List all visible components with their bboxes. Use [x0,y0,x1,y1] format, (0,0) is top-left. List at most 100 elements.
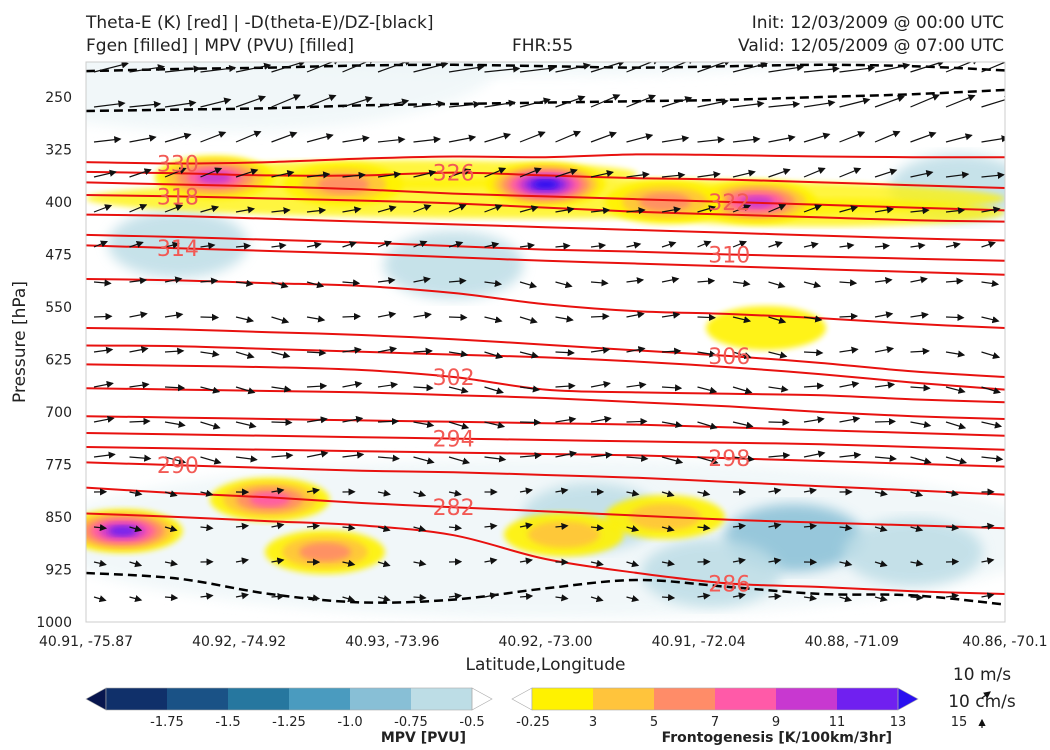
y-tick-label: 700 [45,405,72,421]
wind-vector [626,595,640,603]
mpv-colorbar-segment [411,688,472,710]
wind-vector [129,417,151,425]
wind-vector [93,451,116,459]
wind-vector [448,524,463,532]
wind-vector [981,557,995,565]
wind-vector [981,316,1000,324]
wind-vector [448,203,467,213]
wind-vector [661,384,683,392]
wind-vector [306,207,327,215]
wind-vector [271,452,294,460]
wind-vector [342,171,366,179]
wind-vector [768,418,790,426]
dthetae-dz-contour [86,63,1005,73]
wind-vector [413,204,432,213]
contour-labels-layer: 330 326 322 318 310 314 306 302 294 298 290 282 286 [157,153,750,598]
x-tick-label: 40.91, -72.04 [652,634,746,650]
wind-vector [448,350,469,358]
wind-vector [910,207,930,215]
wind-vector [164,384,186,392]
wind-vector [768,487,782,495]
wind-vector [271,418,293,427]
wind-vector [519,131,546,143]
wind-vector [732,455,755,463]
init-time: Init: 12/03/2009 @ 00:00 UTC [751,13,1004,33]
wind-vector [413,384,434,392]
wind-vector [874,277,893,285]
wind-vector [306,522,321,530]
wind-vector [164,559,178,567]
wind-vector [519,64,556,73]
wind-vector [377,136,406,144]
wind-vector [555,594,569,602]
theta-e-label: 306 [708,345,750,370]
theta-e-contour [86,181,1005,212]
wind-vector [874,454,897,462]
wind-vector [413,456,435,465]
mpv-colorbar-tick: -0.25 [516,715,550,730]
wind-vector [413,240,428,248]
wind-vector [981,455,1004,463]
theta-e-label: 282 [433,496,475,521]
wind-vector [732,522,747,530]
wind-vector [697,171,721,179]
wind-vector [839,279,858,287]
wind-vector [590,451,613,459]
wind-vector [768,168,791,178]
wind-vector [732,421,754,429]
wind-vector [271,281,289,289]
ref-horizontal-arrow [981,691,991,699]
wind-vector [448,489,462,497]
wind-vector [93,312,113,321]
wind-vector [803,241,819,249]
wind-vector [910,242,926,250]
wind-vector [590,62,626,73]
mpv-region [640,539,781,607]
wind-vector [342,595,356,603]
wind-vector [839,595,853,603]
wind-vector [129,168,152,178]
wind-vector [945,313,965,322]
wind-vector [697,456,719,465]
mpv-colorbar-tick: -1.75 [150,715,184,730]
fgen-colorbar-tick: 5 [650,715,658,730]
wind-vector [803,167,826,178]
wind-vector [874,95,905,108]
wind-vector [981,522,995,530]
wind-vector [555,168,578,178]
wind-vector [306,349,327,357]
valid-time: Valid: 12/05/2009 @ 07:00 UTC [738,36,1004,56]
wind-vector [697,136,725,144]
ref-vertical-label: 10 cm/s [948,692,1016,712]
y-tick-label: 625 [45,353,72,369]
wind-vector [697,277,716,285]
wind-vector [200,489,214,497]
theta-e-contour [86,387,1005,420]
y-tick-label: 925 [45,563,72,579]
wind-vector [448,592,463,600]
wind-vector [945,94,976,108]
wind-vector [129,525,143,533]
wind-vector [164,420,186,428]
wind-vector [803,450,826,458]
wind-vector [945,489,959,497]
wind-vector [129,489,143,497]
wind-vector [732,100,765,108]
x-tick-label: 40.93, -73.96 [345,634,439,650]
wind-vector [448,277,467,285]
theta-e-label: 286 [708,573,750,598]
wind-vector [661,311,681,319]
wind-vector [93,559,107,567]
theta-e-contour [86,486,1005,530]
wind-vector [590,131,617,143]
wind-vector [910,276,928,284]
wind-vector [697,421,718,430]
wind-vector [661,347,682,355]
x-tick-label: 40.88, -71.09 [805,634,899,650]
wind-vector [590,312,610,321]
fgen-region [706,306,827,350]
wind-vector [519,385,541,393]
wind-vector [732,351,752,360]
theta-e-label: 298 [708,447,750,472]
theta-e-contour [86,415,1005,437]
